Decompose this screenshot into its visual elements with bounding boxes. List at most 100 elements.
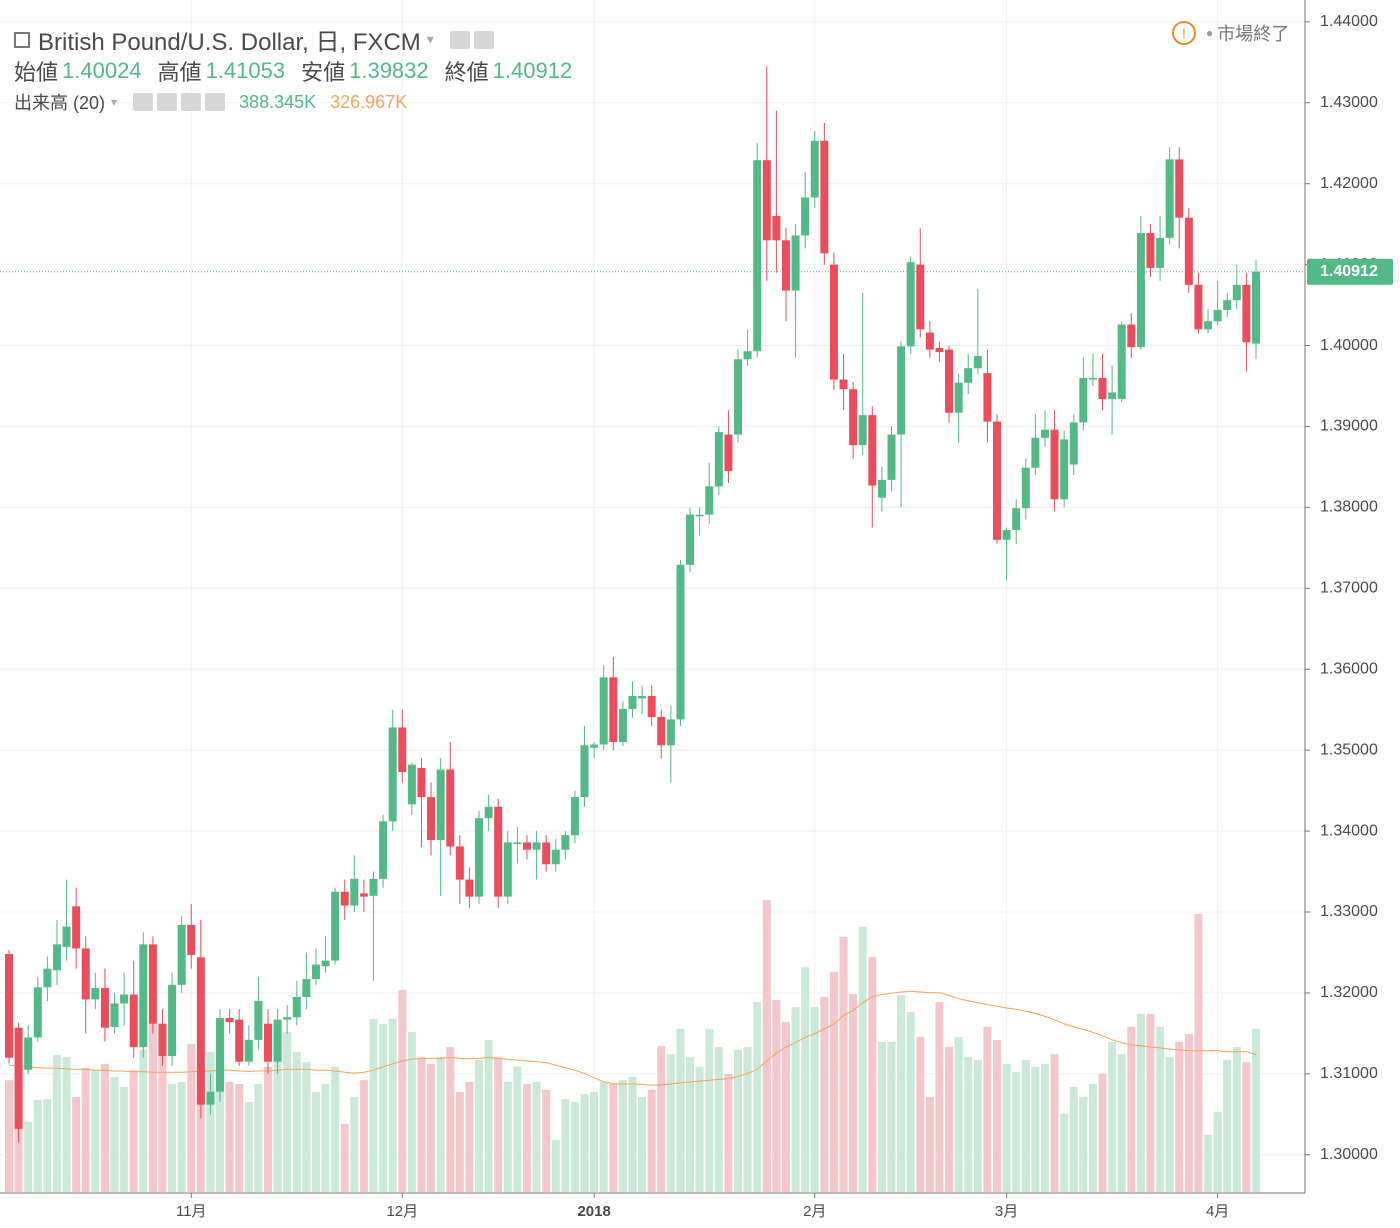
candle-body — [33, 987, 42, 1038]
candle-body — [206, 1091, 215, 1105]
candle-body — [868, 415, 877, 486]
volume-bar — [868, 957, 877, 1192]
volume-bar — [657, 1046, 666, 1192]
volume-bar — [475, 1060, 484, 1192]
volume-bar — [52, 1055, 61, 1192]
volume-bar — [177, 1081, 186, 1192]
volume-bar — [427, 1063, 436, 1192]
x-tick-label: 4月 — [1206, 1203, 1229, 1220]
volume-bar — [417, 1057, 426, 1192]
volume-bar — [829, 971, 838, 1192]
volume-bar — [321, 1084, 330, 1192]
volume-bar — [973, 1060, 982, 1192]
candle-body — [196, 957, 205, 1105]
volume-bar — [283, 1031, 292, 1192]
y-tick-label: 1.43000 — [1320, 94, 1378, 111]
candle-body — [263, 1023, 272, 1062]
candle-body — [350, 878, 359, 906]
volume-bar — [925, 1097, 934, 1192]
plus-icon[interactable] — [181, 93, 202, 111]
collapse-icon[interactable] — [14, 31, 30, 48]
candle-body — [158, 1023, 167, 1057]
volume-bar — [1156, 1026, 1165, 1192]
dropdown-icon[interactable]: ▾ — [426, 31, 434, 47]
volume-bar — [446, 1047, 455, 1192]
candle-body — [1031, 437, 1040, 468]
last-price-tag — [1307, 258, 1393, 285]
volume-bar — [705, 1028, 714, 1192]
volume-bar — [1184, 1034, 1193, 1192]
y-tick-label: 1.32000 — [1320, 984, 1378, 1001]
volume-bar — [1050, 1054, 1059, 1192]
volume-value: 388.345K — [239, 91, 317, 112]
candle-body — [1213, 309, 1222, 322]
volume-bar — [964, 1057, 973, 1192]
volume-bar — [503, 1081, 512, 1192]
ohlc-row: 始値 1.40024 高値 1.41053 安値 1.39832 終値 1.40912 — [14, 55, 588, 87]
volume-bar — [561, 1099, 570, 1192]
candle-body — [1146, 233, 1155, 268]
candle-body — [475, 818, 484, 897]
candle-body — [858, 415, 867, 446]
volume-bar — [628, 1076, 637, 1192]
volume-bar — [724, 1073, 733, 1192]
volume-bar — [609, 1084, 618, 1192]
eye-icon[interactable] — [449, 30, 470, 49]
volume-bar — [494, 1057, 503, 1192]
candle-body — [964, 368, 973, 383]
candle-body — [1012, 508, 1021, 531]
candle-body — [877, 479, 886, 498]
candle-body — [618, 708, 627, 743]
candle-body — [839, 379, 848, 390]
volume-row: 出来高 (20) ▾ 388.345K 326.967K — [14, 89, 407, 115]
candle-body — [590, 744, 599, 748]
candle-body — [1184, 217, 1193, 285]
x-tick-label: 3月 — [995, 1203, 1018, 1220]
gear-icon[interactable] — [157, 93, 178, 111]
candle-body — [522, 842, 531, 850]
dropdown-icon[interactable]: ▾ — [111, 95, 118, 109]
gear-icon[interactable] — [473, 30, 494, 49]
candle-body — [897, 346, 906, 435]
close-icon[interactable] — [205, 93, 226, 111]
volume-bar — [714, 1047, 723, 1192]
candle-body — [724, 434, 733, 471]
candle-body — [177, 924, 186, 985]
volume-bar — [1194, 913, 1203, 1192]
x-tick-label: 11月 — [176, 1203, 207, 1220]
x-tick-label: 2月 — [803, 1203, 826, 1220]
open-value: 1.40024 — [62, 58, 142, 83]
candle-body — [321, 960, 330, 967]
volume-bar — [945, 1047, 954, 1192]
volume-bar — [580, 1094, 589, 1192]
candle-body — [983, 373, 992, 422]
volume-bar — [1165, 1057, 1174, 1192]
candle-body — [446, 769, 455, 847]
volume-bar — [110, 1076, 119, 1192]
volume-bar — [158, 1054, 167, 1192]
volume-bar — [618, 1080, 627, 1192]
candle-body — [925, 332, 934, 350]
volume-bar — [24, 1121, 33, 1192]
volume-bar — [100, 1063, 109, 1192]
candle-body — [407, 764, 416, 805]
candle-body — [110, 1003, 119, 1027]
volume-bar — [906, 1012, 915, 1192]
candle-body — [695, 514, 704, 517]
volume-bar — [206, 1052, 215, 1192]
status-text: 市場終了 — [1217, 24, 1290, 44]
volume-bar — [1213, 1112, 1222, 1192]
eye-icon[interactable] — [133, 93, 154, 111]
volume-bar — [522, 1084, 531, 1192]
volume-bar — [120, 1086, 129, 1192]
volume-bar — [676, 1028, 685, 1192]
candle-body — [1098, 377, 1107, 399]
volume-bar — [1002, 1063, 1011, 1192]
volume-bar — [484, 1039, 493, 1192]
candle-body — [734, 359, 743, 435]
volume-bar — [781, 1021, 790, 1192]
volume-bar — [129, 1070, 138, 1192]
volume-bar — [465, 1081, 474, 1192]
volume-name: 出来高 (20) — [14, 93, 106, 113]
alert-icon[interactable]: ! — [1172, 21, 1196, 45]
